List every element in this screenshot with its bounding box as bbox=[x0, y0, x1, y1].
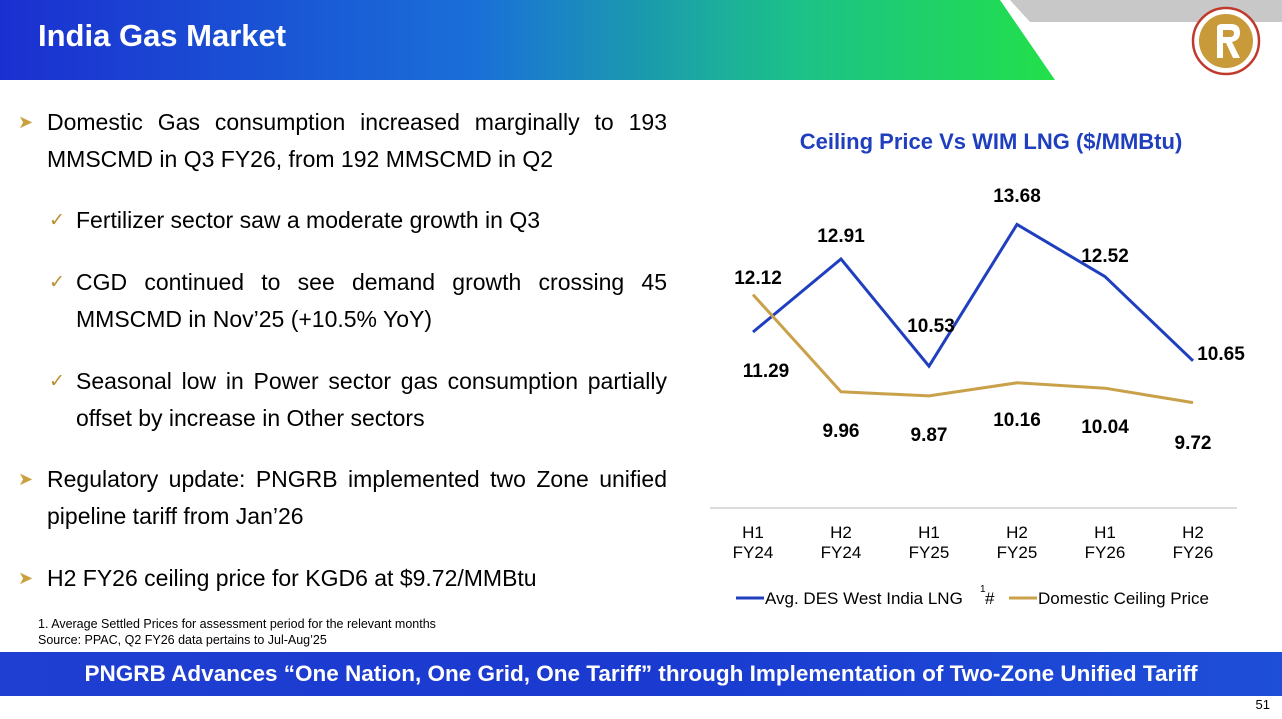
bullet-text: Fertilizer sector saw a moderate growth … bbox=[76, 207, 541, 233]
x-tick-label: H1 FY26 bbox=[1085, 523, 1126, 562]
takeaway-banner: PNGRB Advances “One Nation, One Grid, On… bbox=[0, 652, 1282, 696]
data-label: 13.68 bbox=[993, 186, 1041, 207]
lng-price-line bbox=[752, 222, 1195, 369]
page-number: 51 bbox=[1255, 697, 1270, 712]
data-label: 11.29 bbox=[743, 361, 790, 382]
data-label: 9.87 bbox=[911, 425, 948, 446]
x-tick-label: H1 FY25 bbox=[909, 523, 950, 562]
legend-superscript: 1 bbox=[980, 584, 986, 595]
page-title: India Gas Market bbox=[38, 18, 287, 53]
bullet-text: CGD continued to see demand growth cross… bbox=[76, 269, 667, 332]
data-label: 9.72 bbox=[1175, 433, 1212, 454]
legend-label-ceiling: Domestic Ceiling Price bbox=[1038, 589, 1209, 608]
footnote-1: 1. Average Settled Prices for assessment… bbox=[38, 617, 436, 631]
reliance-logo-icon bbox=[1191, 6, 1261, 76]
data-label: 9.96 bbox=[823, 421, 860, 442]
arrow-bullet-icon: ➤ bbox=[18, 568, 34, 588]
x-tick-label: H2 FY25 bbox=[997, 523, 1038, 562]
data-label: 12.12 bbox=[734, 268, 782, 289]
data-label: 10.65 bbox=[1197, 344, 1245, 365]
check-bullet-icon: ✓ bbox=[49, 210, 65, 231]
check-bullet-icon: ✓ bbox=[49, 371, 65, 392]
data-label: 12.91 bbox=[817, 226, 865, 247]
arrow-bullet-icon: ➤ bbox=[18, 112, 34, 132]
x-tick-label: H1 FY24 bbox=[733, 523, 774, 562]
chart-title: Ceiling Price Vs WIM LNG ($/MMBtu) bbox=[800, 129, 1183, 154]
bullet-text: Regulatory update: PNGRB implemented two… bbox=[47, 466, 667, 529]
legend-label-lng: Avg. DES West India LNG bbox=[765, 589, 963, 608]
check-bullet-icon: ✓ bbox=[49, 272, 65, 293]
bullet-text: Domestic Gas consumption increased margi… bbox=[47, 109, 667, 172]
price-chart: Ceiling Price Vs WIM LNG ($/MMBtu) H1 FY24… bbox=[710, 129, 1245, 608]
x-tick-label: H2 FY24 bbox=[821, 523, 862, 562]
ceiling-price-line bbox=[751, 293, 1194, 405]
arrow-bullet-icon: ➤ bbox=[18, 469, 34, 489]
header-bar bbox=[0, 0, 1282, 80]
x-tick-label: H2 FY26 bbox=[1173, 523, 1214, 562]
source-note: Source: PPAC, Q2 FY26 data pertains to J… bbox=[38, 633, 327, 647]
bullet-text: H2 FY26 ceiling price for KGD6 at $9.72/… bbox=[47, 565, 537, 591]
data-label: 10.53 bbox=[907, 316, 955, 337]
legend-hash: # bbox=[985, 589, 995, 608]
bullet-text: Seasonal low in Power sector gas consump… bbox=[76, 368, 667, 431]
footnotes: 1. Average Settled Prices for assessment… bbox=[38, 616, 436, 648]
data-label: 10.04 bbox=[1081, 417, 1129, 438]
data-label: 10.16 bbox=[993, 410, 1041, 431]
data-label: 12.52 bbox=[1081, 246, 1129, 267]
